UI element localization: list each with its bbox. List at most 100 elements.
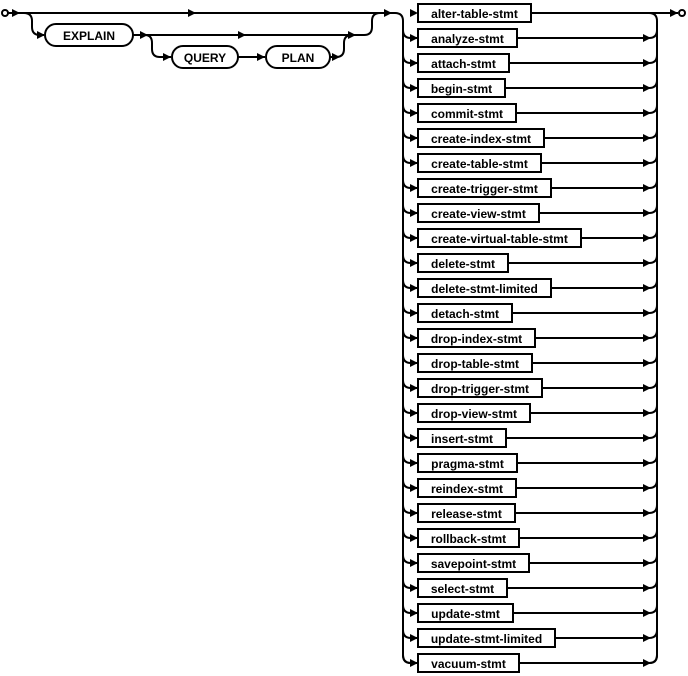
arrow-icon bbox=[410, 559, 418, 567]
arrow-icon bbox=[410, 359, 418, 367]
arrow-icon bbox=[643, 34, 651, 42]
statement-label: attach-stmt bbox=[431, 57, 496, 71]
merge-connector bbox=[507, 579, 658, 589]
arrow-icon bbox=[410, 34, 418, 42]
statement-label: analyze-stmt bbox=[431, 32, 504, 46]
arrow-icon bbox=[643, 384, 651, 392]
statement-label: create-virtual-table-stmt bbox=[431, 232, 568, 246]
arrow-icon bbox=[410, 609, 418, 617]
arrow-icon bbox=[643, 209, 651, 217]
merge-connector bbox=[529, 554, 658, 564]
arrow-icon bbox=[410, 259, 418, 267]
arrow-icon bbox=[643, 109, 651, 117]
start-circle-icon bbox=[1, 9, 9, 17]
statement-label: reindex-stmt bbox=[431, 482, 503, 496]
statement-label: create-view-stmt bbox=[431, 207, 526, 221]
merge-connector bbox=[517, 29, 658, 39]
arrow-icon bbox=[410, 334, 418, 342]
statement-label: create-table-stmt bbox=[431, 157, 528, 171]
statement-label: savepoint-stmt bbox=[431, 557, 516, 571]
statement-label: drop-view-stmt bbox=[431, 407, 517, 421]
arrow-icon bbox=[257, 53, 265, 61]
arrow-icon bbox=[188, 9, 196, 17]
arrow-icon bbox=[410, 209, 418, 217]
arrow-icon bbox=[410, 59, 418, 67]
arrow-icon bbox=[37, 31, 45, 39]
merge-connector bbox=[555, 629, 658, 639]
arrow-icon bbox=[410, 409, 418, 417]
arrow-icon bbox=[410, 159, 418, 167]
statement-label: commit-stmt bbox=[431, 107, 503, 121]
arrow-icon bbox=[410, 109, 418, 117]
arrow-icon bbox=[410, 309, 418, 317]
statement-label: rollback-stmt bbox=[431, 532, 506, 546]
arrow-icon bbox=[410, 484, 418, 492]
merge-connector bbox=[516, 479, 658, 489]
arrow-icon bbox=[670, 9, 678, 17]
arrow-icon bbox=[410, 384, 418, 392]
arrow-icon bbox=[643, 459, 651, 467]
merge-connector bbox=[551, 179, 658, 189]
arrow-icon bbox=[643, 284, 651, 292]
arrow-icon bbox=[643, 409, 651, 417]
statement-label: drop-trigger-stmt bbox=[431, 382, 529, 396]
arrow-icon bbox=[643, 509, 651, 517]
statement-label: create-index-stmt bbox=[431, 132, 531, 146]
statement-label: begin-stmt bbox=[431, 82, 492, 96]
arrow-icon bbox=[643, 584, 651, 592]
keyword-label: EXPLAIN bbox=[63, 29, 115, 43]
arrow-icon bbox=[238, 31, 246, 39]
statement-label: alter-table-stmt bbox=[431, 7, 518, 21]
merge-connector bbox=[508, 254, 658, 264]
arrow-icon bbox=[332, 53, 340, 61]
arrow-icon bbox=[643, 184, 651, 192]
arrow-icon bbox=[12, 9, 20, 17]
arrow-icon bbox=[643, 484, 651, 492]
arrow-icon bbox=[643, 659, 651, 667]
merge-connector bbox=[541, 154, 658, 164]
explain-branch bbox=[23, 12, 44, 36]
statement-label: pragma-stmt bbox=[431, 457, 504, 471]
statement-label: create-trigger-stmt bbox=[431, 182, 538, 196]
merge-connector bbox=[551, 279, 658, 289]
arrow-icon bbox=[643, 309, 651, 317]
arrow-icon bbox=[643, 534, 651, 542]
merge-connector bbox=[530, 404, 658, 414]
arrow-icon bbox=[643, 434, 651, 442]
arrow-icon bbox=[410, 659, 418, 667]
statement-label: update-stmt-limited bbox=[431, 632, 542, 646]
arrow-icon bbox=[643, 609, 651, 617]
keyword-label: PLAN bbox=[282, 51, 315, 65]
arrow-icon bbox=[643, 559, 651, 567]
merge-connector bbox=[517, 454, 658, 464]
statement-label: release-stmt bbox=[431, 507, 502, 521]
arrow-icon bbox=[643, 359, 651, 367]
arrow-icon bbox=[410, 234, 418, 242]
arrow-icon bbox=[410, 584, 418, 592]
statement-label: insert-stmt bbox=[431, 432, 493, 446]
statement-label: drop-index-stmt bbox=[431, 332, 522, 346]
statement-label: select-stmt bbox=[431, 582, 494, 596]
merge-connector bbox=[509, 54, 658, 64]
arrow-icon bbox=[643, 234, 651, 242]
merge-connector bbox=[519, 654, 658, 664]
explain-merge bbox=[133, 12, 381, 36]
arrow-icon bbox=[410, 634, 418, 642]
arrow-icon bbox=[643, 159, 651, 167]
arrow-icon bbox=[410, 84, 418, 92]
merge-connector bbox=[516, 104, 658, 114]
arrow-icon bbox=[410, 184, 418, 192]
statement-label: delete-stmt bbox=[431, 257, 495, 271]
arrow-icon bbox=[410, 534, 418, 542]
merge-connector bbox=[512, 304, 658, 314]
keyword-label: QUERY bbox=[184, 51, 226, 65]
arrow-icon bbox=[140, 31, 148, 39]
arrow-icon bbox=[643, 134, 651, 142]
arrow-icon bbox=[410, 434, 418, 442]
end-circle-icon bbox=[678, 9, 686, 17]
arrow-icon bbox=[643, 84, 651, 92]
statement-label: update-stmt bbox=[431, 607, 500, 621]
merge-connector bbox=[505, 79, 658, 89]
